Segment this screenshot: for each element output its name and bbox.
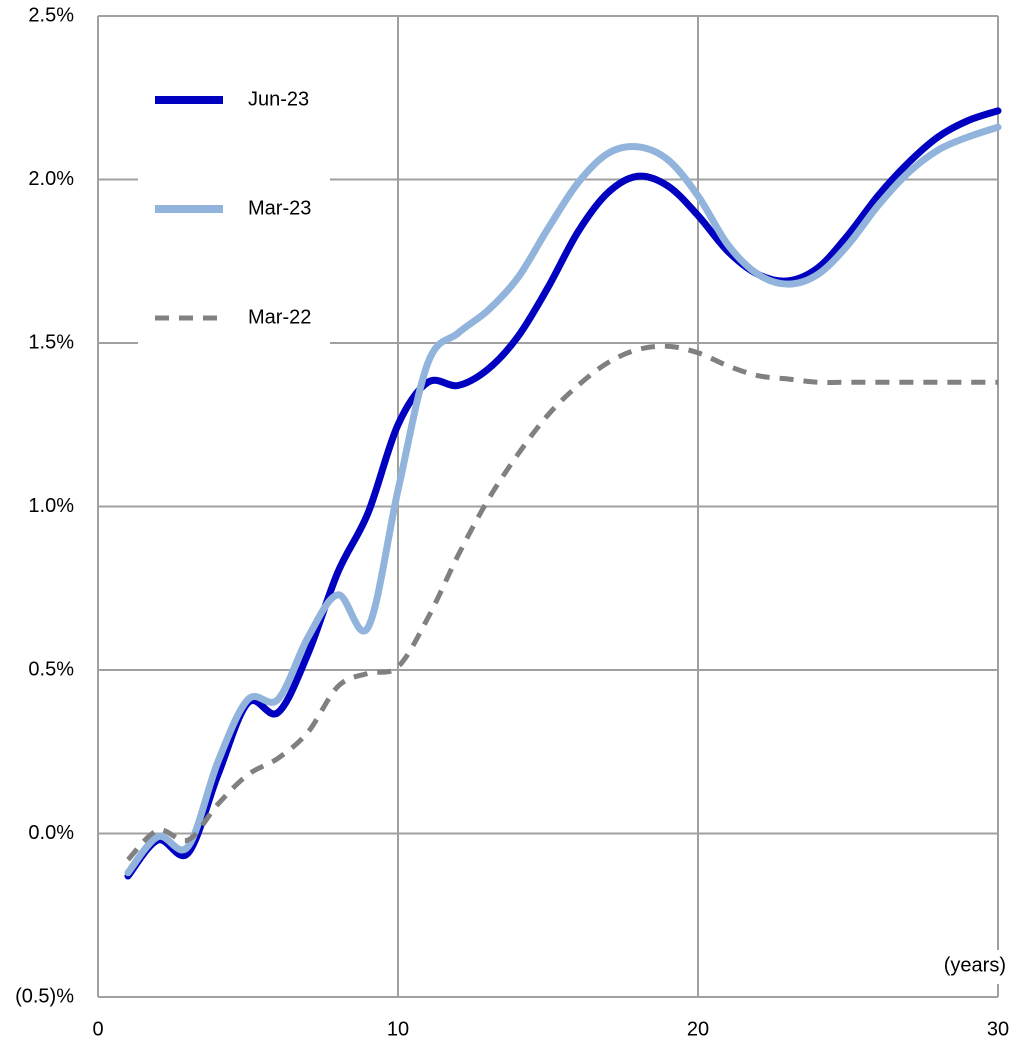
series-line bbox=[126, 343, 998, 862]
legend-label: Mar-23 bbox=[248, 197, 311, 219]
y-tick-label: 2.5% bbox=[28, 4, 74, 26]
y-tick-label: 1.0% bbox=[28, 495, 74, 517]
y-tick-label: 1.5% bbox=[28, 331, 74, 353]
x-label-background bbox=[935, 950, 1003, 984]
x-axis-label: (years) bbox=[944, 954, 1006, 976]
x-tick-label: 30 bbox=[987, 1018, 1009, 1040]
x-tick-label: 20 bbox=[687, 1018, 709, 1040]
series-line bbox=[124, 123, 1002, 877]
series-line bbox=[124, 107, 1002, 880]
y-tick-label: 0.5% bbox=[28, 658, 74, 680]
legend-label: Mar-22 bbox=[248, 306, 311, 328]
y-tick-label: (0.5)% bbox=[15, 985, 74, 1007]
y-tick-label: 0.0% bbox=[28, 822, 74, 844]
legend-label: Jun-23 bbox=[248, 88, 309, 110]
x-tick-label: 0 bbox=[92, 1018, 103, 1040]
y-tick-label: 2.0% bbox=[28, 168, 74, 190]
x-tick-label: 10 bbox=[387, 1018, 409, 1040]
